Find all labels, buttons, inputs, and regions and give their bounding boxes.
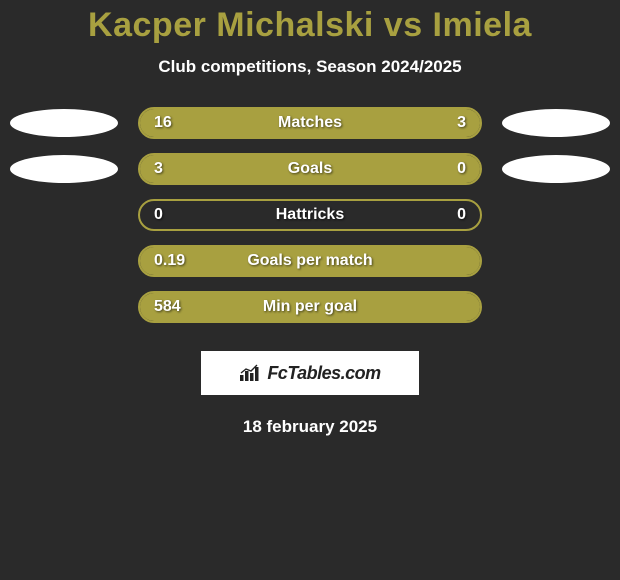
stat-value-right: 3 xyxy=(457,109,466,137)
stat-bar: 16Matches3 xyxy=(138,107,482,139)
bar-chart-icon xyxy=(239,364,261,382)
infographic-container: Kacper Michalski vs Imiela Club competit… xyxy=(0,0,620,437)
stat-label: Min per goal xyxy=(140,293,480,321)
brand-box[interactable]: FcTables.com xyxy=(201,351,419,395)
stat-label: Goals per match xyxy=(140,247,480,275)
stat-row: 0Hattricks0 xyxy=(10,199,610,231)
player-left-icon xyxy=(10,109,118,137)
stat-value-right: 0 xyxy=(457,155,466,183)
stat-bar: 3Goals0 xyxy=(138,153,482,185)
page-subtitle: Club competitions, Season 2024/2025 xyxy=(158,57,461,77)
player-right-icon xyxy=(502,109,610,137)
stat-bar: 584Min per goal xyxy=(138,291,482,323)
page-title: Kacper Michalski vs Imiela xyxy=(88,6,532,45)
stat-label: Hattricks xyxy=(140,201,480,229)
brand-text: FcTables.com xyxy=(267,363,380,384)
stat-row: 16Matches3 xyxy=(10,107,610,139)
stat-label: Matches xyxy=(140,109,480,137)
player-left-icon xyxy=(10,155,118,183)
stat-value-right: 0 xyxy=(457,201,466,229)
date-text: 18 february 2025 xyxy=(243,417,377,437)
stat-bar: 0.19Goals per match xyxy=(138,245,482,277)
stat-label: Goals xyxy=(140,155,480,183)
stat-row: 584Min per goal xyxy=(10,291,610,323)
player-right-icon xyxy=(502,155,610,183)
stat-bar: 0Hattricks0 xyxy=(138,199,482,231)
stat-row: 0.19Goals per match xyxy=(10,245,610,277)
stat-row: 3Goals0 xyxy=(10,153,610,185)
stats-list: 16Matches33Goals00Hattricks00.19Goals pe… xyxy=(10,107,610,337)
